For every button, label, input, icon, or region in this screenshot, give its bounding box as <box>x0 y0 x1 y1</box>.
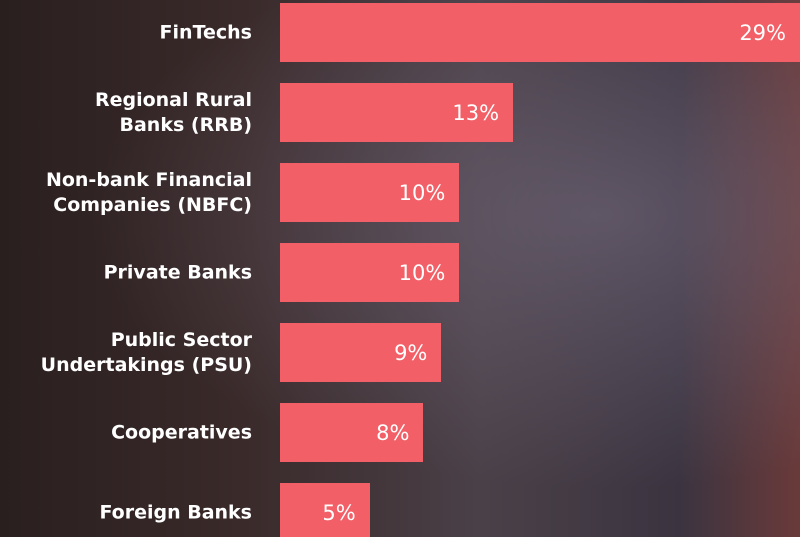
bar <box>280 163 460 222</box>
value-label: 29% <box>739 20 786 45</box>
category-label: Public Sector Undertakings (PSU) <box>40 328 252 376</box>
value-label: 8% <box>376 420 410 445</box>
category-label: Regional Rural Banks (RRB) <box>94 88 252 136</box>
value-label: 10% <box>398 180 446 205</box>
bar <box>280 3 800 62</box>
bar <box>280 403 424 462</box>
category-label: Non-bank Financial Companies (NBFC) <box>45 168 252 216</box>
value-label: 9% <box>394 340 428 365</box>
category-label: Cooperatives <box>111 421 252 443</box>
category-label: Foreign Banks <box>99 501 252 523</box>
bar <box>280 243 460 302</box>
bar <box>280 483 370 537</box>
value-label: 13% <box>452 100 500 125</box>
value-label: 5% <box>322 500 356 525</box>
bar <box>280 323 442 382</box>
category-label: Private Banks <box>103 261 252 283</box>
value-label: 10% <box>398 260 446 285</box>
bar <box>280 83 514 142</box>
category-label: FinTechs <box>159 21 252 43</box>
